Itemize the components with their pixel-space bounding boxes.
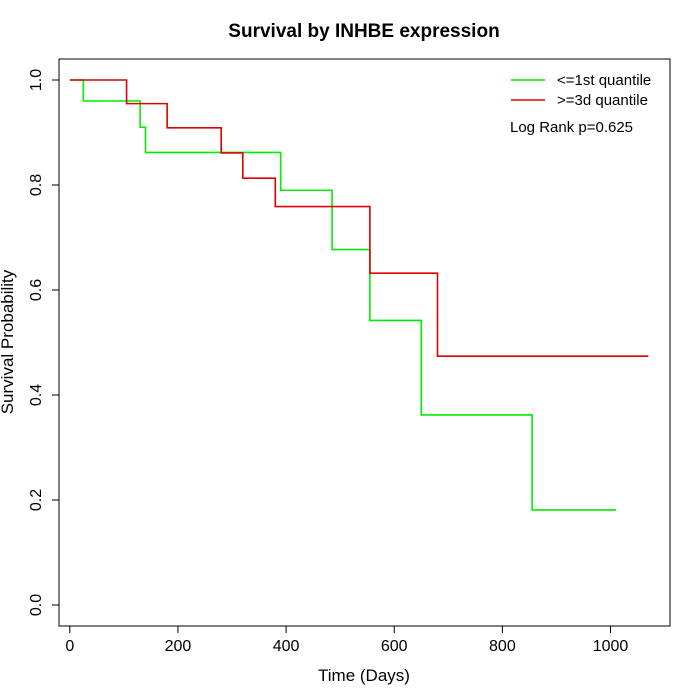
y-tick-label: 0.4 [28, 384, 45, 406]
axes: 0 200 400 600 800 1000 0.0 0.2 0.4 0.6 0.8 1.0 [28, 69, 628, 655]
y-tick-label: 0.0 [28, 594, 45, 616]
y-tick-label: 1.0 [28, 69, 45, 91]
chart-title: Survival by INHBE expression [228, 21, 499, 42]
legend-label-2: >=3d quantile [557, 92, 648, 109]
x-axis-label: Time (Days) [318, 666, 410, 685]
legend-label-1: <=1st quantile [557, 72, 651, 89]
series-group [69, 79, 649, 511]
y-axis-label: Survival Probability [0, 269, 17, 414]
legend: <=1st quantile >=3d quantile [511, 72, 651, 109]
x-tick-label: 200 [165, 638, 192, 655]
y-tick-label: 0.6 [28, 279, 45, 301]
log-rank-annotation: Log Rank p=0.625 [510, 119, 633, 136]
x-tick-label: 1000 [593, 638, 629, 655]
series-line-1 [69, 79, 616, 511]
x-tick-label: 800 [489, 638, 516, 655]
x-tick-label: 400 [273, 638, 300, 655]
y-tick-label: 0.8 [28, 174, 45, 196]
plot-frame [58, 58, 671, 627]
x-tick-label: 0 [65, 638, 74, 655]
x-tick-label: 600 [381, 638, 408, 655]
series-line-2 [69, 79, 649, 357]
y-tick-label: 0.2 [28, 489, 45, 511]
